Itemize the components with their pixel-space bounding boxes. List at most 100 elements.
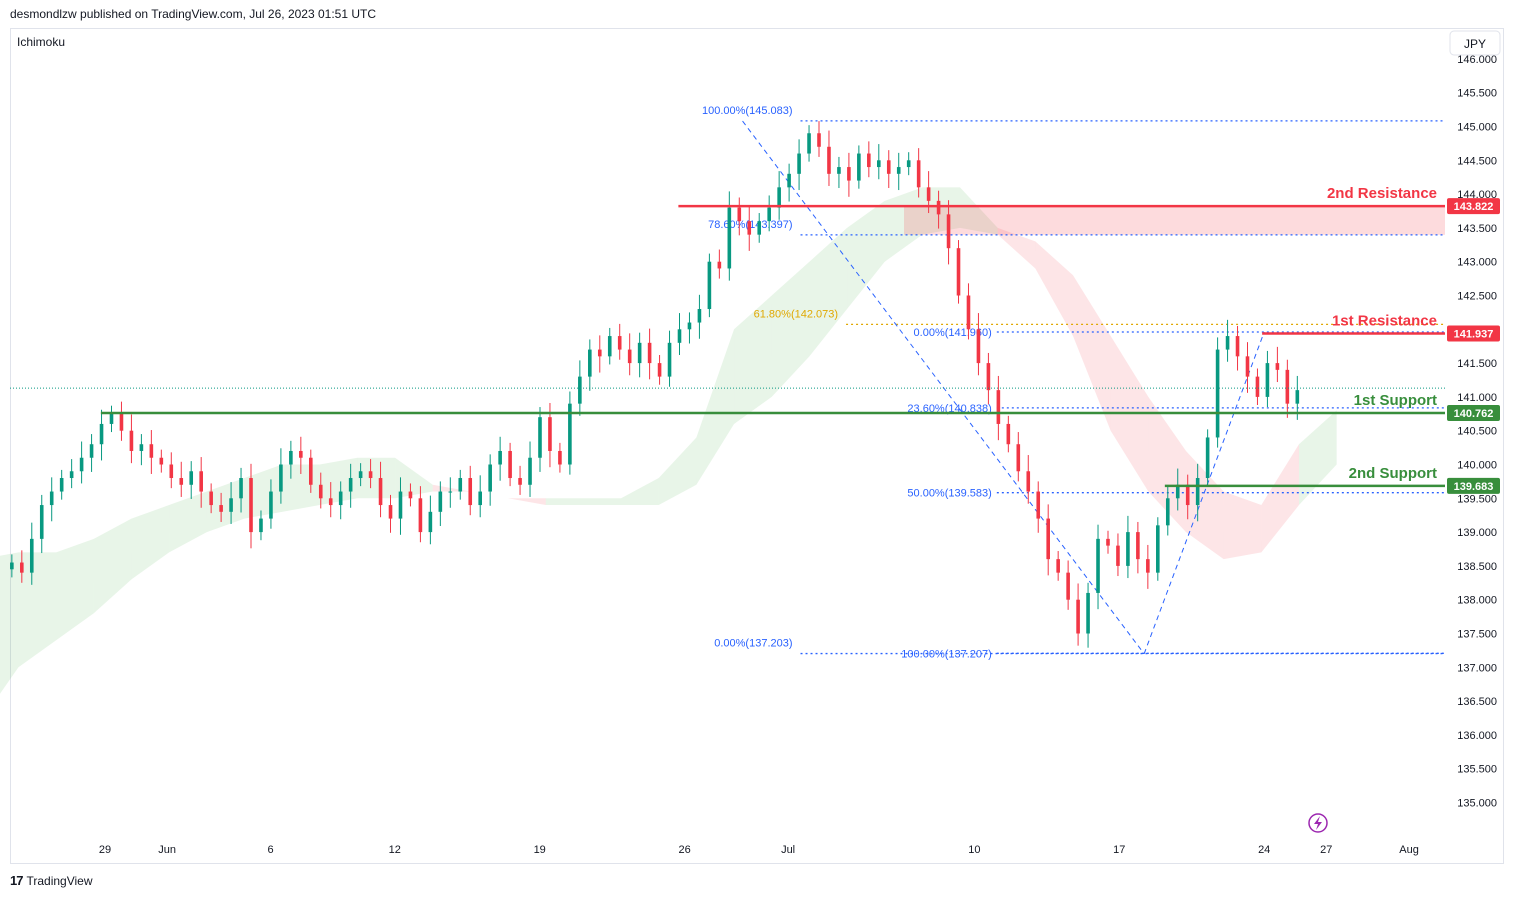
axes: 135.000 135.500 136.000 136.500 137.000 137.5… xyxy=(99,54,1497,856)
cloud-segment xyxy=(508,498,546,506)
lightning-icon[interactable] xyxy=(1308,813,1328,833)
candle-body xyxy=(687,322,692,330)
price-tick: 145.500 xyxy=(1457,88,1497,100)
candle-body xyxy=(1175,484,1180,499)
cloud-segment xyxy=(131,505,170,580)
candle-body xyxy=(1255,376,1260,397)
level-label: 2nd Support xyxy=(1349,465,1437,482)
time-tick: 27 xyxy=(1320,844,1332,856)
chart-frame xyxy=(10,28,1504,864)
candle-body xyxy=(896,167,901,174)
candle-body xyxy=(1215,349,1220,438)
candle-body xyxy=(1106,538,1110,546)
candle-body xyxy=(269,491,273,519)
candle-body xyxy=(568,403,572,465)
candle-body xyxy=(807,133,811,154)
candle-body xyxy=(667,342,672,377)
ichimoku-cloud xyxy=(0,187,1337,694)
cloud-segment xyxy=(1223,491,1262,560)
price-badge xyxy=(1447,325,1500,342)
price-tick: 141.500 xyxy=(1457,358,1497,370)
cloud-segment xyxy=(319,457,358,506)
candle-body xyxy=(1016,444,1021,472)
candle-body xyxy=(89,444,94,458)
candle-body xyxy=(946,214,951,249)
price-badge xyxy=(1447,404,1500,421)
candle-body xyxy=(727,207,732,269)
candle-body xyxy=(1295,390,1300,404)
candle-body xyxy=(916,160,921,188)
price-tick: 139.500 xyxy=(1457,493,1497,505)
candle-body xyxy=(398,491,403,519)
candle-body xyxy=(289,450,293,465)
candle-body xyxy=(79,457,84,472)
candle-body xyxy=(956,248,961,296)
candle-body xyxy=(747,221,752,235)
time-tick: 24 xyxy=(1258,844,1270,856)
support-resistance-levels: 2nd Resistance 1st Resistance 1st Support 2… xyxy=(10,185,1445,488)
candle-body xyxy=(1245,356,1250,377)
time-tick: 26 xyxy=(678,844,690,856)
candle-body xyxy=(59,478,64,492)
candle-body xyxy=(149,444,154,458)
candle-body xyxy=(976,329,981,364)
candle-body xyxy=(119,413,124,431)
candle-body xyxy=(448,491,453,493)
candle-body xyxy=(1185,484,1190,506)
cloud-segment xyxy=(357,457,396,499)
candle-body xyxy=(458,478,463,492)
candle-body xyxy=(488,464,492,492)
candle-body xyxy=(408,491,413,499)
candle-body xyxy=(717,261,722,269)
price-tick: 139.000 xyxy=(1457,527,1497,539)
candle-body xyxy=(299,450,303,458)
cloud-segment xyxy=(470,491,509,499)
candle-body xyxy=(209,491,213,506)
candle-body xyxy=(169,464,174,479)
candle-body xyxy=(847,167,851,181)
candle-body xyxy=(936,200,941,215)
price-tick: 143.000 xyxy=(1457,257,1497,269)
candle-body xyxy=(926,187,931,201)
candle-body xyxy=(538,417,542,458)
time-tick: 10 xyxy=(968,844,980,856)
fib-label: 0.00%(137.203) xyxy=(714,638,792,650)
cloud-segment xyxy=(545,498,584,506)
candle-body xyxy=(29,538,34,573)
time-tick: Jul xyxy=(781,844,795,856)
candle-body xyxy=(996,390,1001,424)
candle-body xyxy=(69,471,74,479)
candle-body xyxy=(597,349,602,357)
cloud-segment xyxy=(395,457,433,499)
cloud-segment xyxy=(847,200,885,310)
price-badge-text: 141.937 xyxy=(1454,329,1494,341)
candle-body xyxy=(1235,336,1240,357)
candle-body xyxy=(657,363,662,377)
resistance-zone xyxy=(904,206,1445,235)
candle-body xyxy=(1096,538,1100,593)
candle-body xyxy=(478,491,482,506)
candle-body xyxy=(1285,369,1290,404)
candle-body xyxy=(129,430,134,451)
swing-line xyxy=(742,120,1145,655)
candle-body xyxy=(139,444,144,451)
time-tick: 19 xyxy=(534,844,546,856)
candle-body xyxy=(428,511,433,533)
candle-body xyxy=(548,417,552,451)
price-tick: 135.500 xyxy=(1457,764,1497,776)
price-tick: 145.000 xyxy=(1457,122,1497,134)
price-tick: 142.500 xyxy=(1457,291,1497,303)
fib-label: 50.00%(139.583) xyxy=(907,488,991,500)
price-badges: 143.822 141.937 140.762 139.683 xyxy=(1447,198,1500,494)
candle-body xyxy=(368,471,373,479)
candle-body xyxy=(1205,437,1210,479)
candle-body xyxy=(737,207,742,222)
currency-button[interactable]: JPY xyxy=(1449,30,1501,56)
cloud-segment xyxy=(771,261,810,397)
candle-body xyxy=(328,498,333,506)
cloud-segment xyxy=(734,295,772,424)
price-tick: 144.500 xyxy=(1457,155,1497,167)
cloud-segment xyxy=(696,329,735,485)
tradingview-logo-icon: 17 xyxy=(10,873,24,888)
